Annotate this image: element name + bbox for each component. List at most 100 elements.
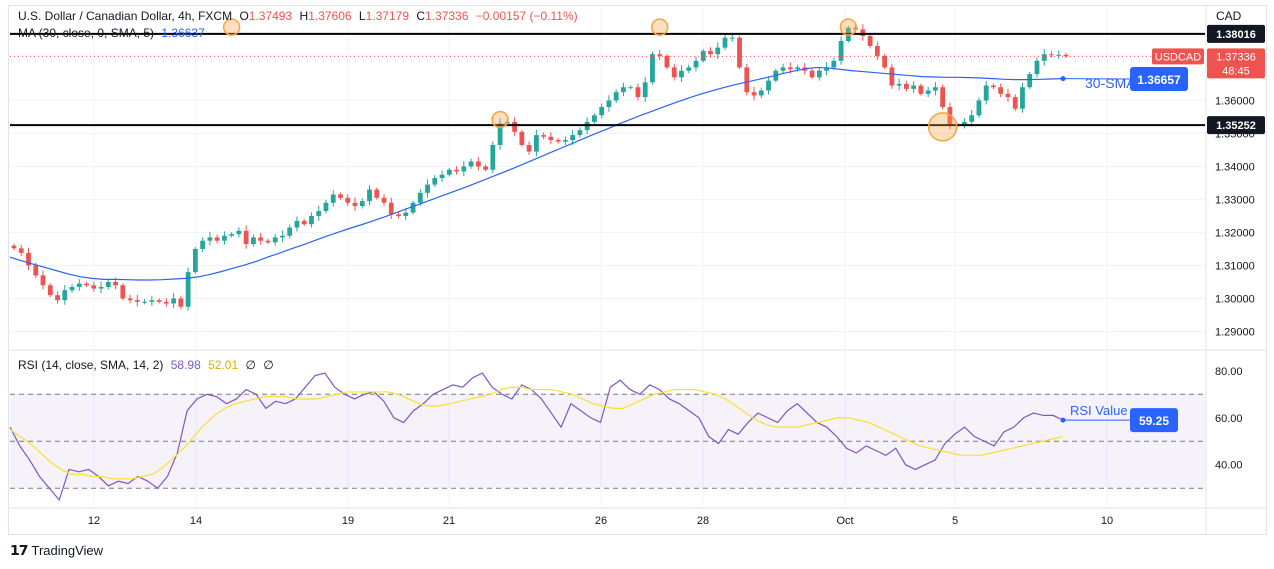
candle-body	[758, 90, 764, 96]
candle-body	[432, 178, 438, 185]
candle-body	[998, 87, 1004, 94]
last-price-label: 1.37336	[1216, 51, 1256, 63]
candle-body	[693, 60, 699, 68]
candle-body	[301, 220, 307, 225]
chart-title: U.S. Dollar / Canadian Dollar, 4h, FXCM	[18, 9, 233, 23]
candle-body	[1063, 54, 1069, 57]
candle-body	[461, 166, 467, 172]
candle-body	[316, 211, 322, 216]
candle-body	[1020, 87, 1025, 109]
candle-body	[280, 235, 285, 238]
candle-body	[729, 37, 735, 39]
level-price-tag	[1207, 24, 1265, 43]
candle-body	[700, 50, 706, 61]
candle-body	[816, 70, 822, 78]
candle-body	[889, 67, 895, 86]
candle-body	[664, 55, 670, 68]
candle-body	[483, 166, 488, 170]
candle-body	[113, 281, 118, 286]
candle-body	[903, 83, 909, 89]
level-price-label: 1.35252	[1216, 120, 1256, 132]
candle-body	[1034, 60, 1040, 75]
candle-body	[403, 212, 409, 216]
candle-body	[352, 202, 358, 207]
x-tick-label: 14	[190, 515, 202, 527]
candle-body	[192, 248, 198, 273]
candle-body	[1056, 54, 1062, 56]
candle-body	[657, 54, 663, 56]
candle-body	[628, 87, 634, 89]
candle-body	[860, 29, 866, 37]
candle-body	[976, 100, 982, 116]
y-tick-label: 1.30000	[1215, 293, 1255, 305]
highlight-circle	[650, 18, 669, 36]
candle-body	[69, 286, 75, 291]
x-tick-label: 10	[1101, 515, 1113, 527]
level-price-label: 1.38016	[1216, 29, 1256, 41]
candle-body	[744, 67, 750, 93]
candle-body	[287, 227, 293, 236]
candle-body	[236, 230, 242, 235]
candle-body	[787, 67, 793, 70]
x-tick-label: 5	[952, 515, 958, 527]
candle-body	[555, 140, 561, 142]
candle-body	[229, 234, 235, 236]
candle-body	[163, 301, 169, 304]
candle-body	[149, 300, 155, 302]
y-tick-label: 1.33000	[1215, 194, 1255, 206]
candle-body	[178, 298, 184, 307]
y-tick-label: 1.31000	[1215, 260, 1255, 272]
candle-body	[33, 265, 39, 276]
candle-body	[91, 285, 97, 289]
countdown-label: 48:45	[1222, 65, 1250, 77]
chart-frame	[8, 5, 1267, 535]
candle-body	[367, 189, 372, 202]
low-label: L	[358, 9, 366, 23]
candle-body	[338, 194, 343, 198]
rsi-extra-2: ∅	[263, 358, 274, 372]
candle-body	[11, 245, 17, 249]
footer-brand[interactable]: 𝟭𝟳 TradingView	[10, 542, 103, 559]
high-value: 1.37606	[308, 9, 352, 23]
candle-body	[258, 237, 264, 241]
rsi-line	[9, 372, 1064, 502]
tradingview-logo-icon: 𝟭𝟳	[10, 542, 29, 558]
candle-body	[272, 237, 278, 243]
candle-body	[142, 301, 147, 303]
candle-body	[265, 240, 271, 243]
candle-body	[896, 83, 902, 86]
candle-body	[592, 115, 597, 122]
candle-body	[1049, 54, 1054, 56]
candle-body	[55, 295, 60, 301]
candle-body	[715, 47, 721, 55]
candle-body	[686, 67, 692, 71]
candle-body	[1027, 74, 1033, 88]
change-value: −0.00157 (−0.11%)	[475, 9, 578, 23]
y-tick-label: 1.29000	[1215, 326, 1255, 338]
candle-body	[222, 235, 227, 241]
ma-label: MA (30, close, 0, SMA, 5)	[18, 26, 155, 40]
candle-body	[76, 283, 82, 287]
candle-body	[26, 252, 31, 266]
candle-body	[425, 184, 430, 193]
ma-line	[9, 66, 1064, 281]
candle-body	[134, 300, 140, 302]
x-tick-label: 26	[595, 515, 607, 527]
ma-value: 1.36637	[161, 26, 205, 40]
candle-body	[200, 240, 206, 249]
candle-body	[127, 298, 133, 301]
candle-body	[98, 286, 104, 289]
candle-body	[381, 197, 387, 203]
candle-body	[911, 85, 917, 89]
close-value: 1.37336	[425, 9, 469, 23]
candle-body	[526, 144, 532, 152]
candle-body	[396, 214, 401, 216]
rsi-value-label: 59.25	[1139, 414, 1169, 428]
rsi-ma-line	[9, 386, 1064, 480]
candle-body	[562, 140, 568, 142]
level-price-tag	[1207, 116, 1265, 135]
candle-body	[1041, 54, 1047, 61]
candle-body	[642, 82, 648, 98]
candle-body	[359, 201, 365, 207]
